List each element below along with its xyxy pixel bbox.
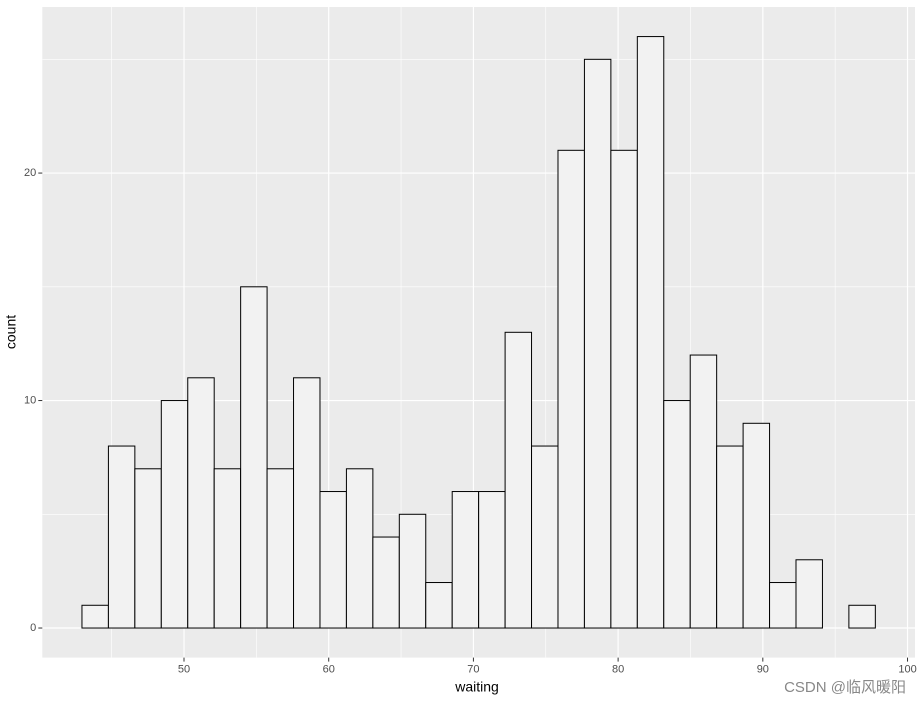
y-axis-title: count [3,315,19,349]
watermark: CSDN @临风暖阳 [784,679,906,696]
bar [451,491,480,629]
x-axis-title: waiting [454,679,499,695]
bar [240,286,268,629]
y-tick-label: 10 [24,394,36,406]
bar [187,377,215,629]
bar [795,559,823,629]
bar [160,400,189,629]
x-tick-label: 50 [178,664,190,676]
x-tick-label: 90 [757,664,769,676]
bar [531,445,559,629]
bar [769,582,797,629]
y-tick-label: 20 [24,167,36,179]
bar [345,468,374,629]
x-tick-label: 70 [467,664,479,676]
bar [689,354,718,629]
bar [425,582,453,629]
bar [848,604,876,629]
bar [663,400,691,629]
bar [583,58,612,629]
bar [557,149,585,629]
x-tick-label: 100 [898,664,916,676]
bar [504,331,533,629]
bar [107,445,136,629]
bar [319,491,347,629]
bar [716,445,744,629]
bar [81,604,109,629]
y-tick-label: 0 [30,622,36,634]
bar [372,536,400,629]
x-tick-label: 60 [323,664,335,676]
bar [134,468,162,629]
bar [398,513,427,629]
bar [610,149,638,629]
bar [742,422,771,629]
bar [293,377,321,629]
x-tick-label: 80 [612,664,624,676]
bar [266,468,295,629]
bar [636,36,665,629]
bar [213,468,242,629]
bar [478,491,506,629]
